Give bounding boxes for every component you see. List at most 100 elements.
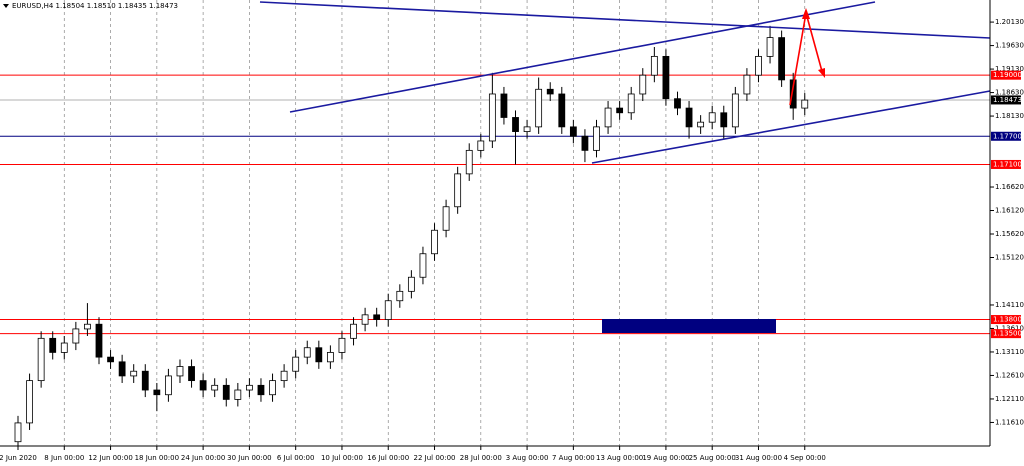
candle-body bbox=[396, 290, 404, 302]
candle-body bbox=[431, 229, 438, 255]
trend-line bbox=[259, 1, 991, 39]
channel-lower bbox=[591, 90, 991, 164]
candle-body bbox=[292, 356, 300, 372]
x-tick-label: 12 Jun 00:00 bbox=[88, 454, 132, 462]
level-label: 1.17700 bbox=[993, 132, 1022, 140]
arrow-head bbox=[818, 68, 825, 78]
channel-upper bbox=[289, 1, 876, 113]
level-label: 1.13800 bbox=[993, 316, 1022, 324]
candle-body bbox=[766, 37, 774, 57]
candle-body bbox=[84, 323, 91, 330]
x-tick-label: 6 Jul 00:00 bbox=[277, 454, 315, 462]
candle-body bbox=[315, 347, 323, 363]
y-tick-label: 1.12610 bbox=[995, 371, 1024, 379]
candle-body bbox=[361, 314, 369, 325]
candle-body bbox=[731, 93, 739, 128]
candle-body bbox=[60, 342, 68, 353]
x-tick-label: 22 Jul 00:00 bbox=[414, 454, 456, 462]
level-tag bbox=[991, 131, 1021, 141]
x-tick-label: 25 Aug 00:00 bbox=[689, 454, 736, 462]
candle-body bbox=[384, 300, 392, 320]
y-tick-label: 1.18630 bbox=[995, 89, 1024, 97]
candle-body bbox=[778, 37, 786, 81]
candle-body bbox=[107, 356, 114, 363]
candle-body bbox=[627, 93, 635, 114]
candle-body bbox=[165, 375, 172, 396]
candle-body bbox=[674, 98, 681, 109]
y-tick-label: 1.18130 bbox=[995, 112, 1024, 120]
candle-body bbox=[130, 370, 138, 377]
candle-body bbox=[546, 88, 554, 95]
candle-body bbox=[188, 366, 195, 382]
candle-body bbox=[523, 126, 531, 132]
level-tag bbox=[991, 70, 1021, 80]
y-tick-label: 1.16620 bbox=[995, 183, 1024, 191]
y-tick-label: 1.15120 bbox=[995, 254, 1024, 262]
candle-body bbox=[211, 384, 219, 391]
candle-body bbox=[500, 93, 508, 118]
candle-body bbox=[407, 276, 415, 292]
x-tick-label: 19 Aug 00:00 bbox=[642, 454, 689, 462]
candle-body bbox=[199, 380, 207, 391]
candle-body bbox=[95, 323, 103, 358]
level-label: 1.17100 bbox=[993, 160, 1022, 168]
candle-body bbox=[442, 206, 450, 231]
x-tick-label: 13 Aug 00:00 bbox=[596, 454, 643, 462]
y-tick-label: 1.19630 bbox=[995, 42, 1024, 50]
level-tag bbox=[991, 95, 1021, 105]
x-tick-label: 8 Jun 00:00 bbox=[44, 454, 84, 462]
candle-body bbox=[280, 370, 288, 382]
y-tick-label: 1.12110 bbox=[995, 395, 1024, 403]
candle-body bbox=[350, 323, 357, 339]
candle-body bbox=[49, 337, 57, 353]
candle-body bbox=[14, 422, 22, 443]
levels bbox=[0, 74, 990, 335]
level-label: 1.19000 bbox=[993, 71, 1022, 79]
x-tick-label: 30 Jun 00:00 bbox=[227, 454, 271, 462]
candle-body bbox=[558, 93, 566, 128]
candle-body bbox=[373, 314, 381, 320]
candle-body bbox=[118, 361, 126, 377]
menu-arrow bbox=[3, 4, 9, 8]
zone-rectangle bbox=[602, 319, 776, 333]
x-tick-label: 4 Sep 00:00 bbox=[784, 454, 826, 462]
candle-body bbox=[593, 126, 600, 151]
candle-body bbox=[662, 55, 670, 100]
level-tag bbox=[991, 329, 1021, 339]
x-tick-label: 7 Aug 00:00 bbox=[552, 454, 595, 462]
candle-body bbox=[650, 55, 658, 76]
level-label: 1.13500 bbox=[993, 330, 1022, 338]
candle-body bbox=[639, 74, 647, 95]
x-tick-label: 3 Aug 00:00 bbox=[506, 454, 549, 462]
candle-body bbox=[743, 74, 751, 95]
candle-body bbox=[535, 88, 543, 128]
candle-body bbox=[755, 55, 762, 76]
candle-body bbox=[338, 337, 346, 353]
candle-body bbox=[465, 149, 473, 175]
candle-body bbox=[326, 352, 334, 363]
candle-body bbox=[477, 140, 485, 151]
candle-body bbox=[454, 173, 462, 208]
level-label: 1.18473 bbox=[993, 96, 1022, 104]
candle-body bbox=[789, 79, 797, 109]
x-tick-label: 10 Jul 00:00 bbox=[321, 454, 363, 462]
candle-body bbox=[512, 117, 519, 132]
candles bbox=[14, 25, 809, 449]
candle-body bbox=[222, 384, 230, 400]
candle-body bbox=[569, 126, 577, 137]
candle-body bbox=[37, 337, 45, 382]
candle-body bbox=[234, 389, 242, 400]
x-tick-label: 24 Jun 00:00 bbox=[181, 454, 225, 462]
candle-body bbox=[801, 99, 809, 109]
y-tick-label: 1.15620 bbox=[995, 230, 1024, 238]
level-tag bbox=[991, 159, 1021, 169]
y-tick-label: 1.13110 bbox=[995, 348, 1024, 356]
y-tick-label: 1.19130 bbox=[995, 65, 1024, 73]
candle-body bbox=[153, 389, 161, 396]
y-tick-label: 1.16120 bbox=[995, 207, 1024, 215]
grid bbox=[63, 0, 806, 446]
x-tick-label: 31 Aug 00:00 bbox=[735, 454, 782, 462]
axes: 1.20130 1.19630 1.19130 1.18630 1.18130 1.166… bbox=[0, 18, 1024, 462]
chart-title: EURUSD,H4 1.18504 1.18510 1.18435 1.1847… bbox=[12, 2, 178, 10]
